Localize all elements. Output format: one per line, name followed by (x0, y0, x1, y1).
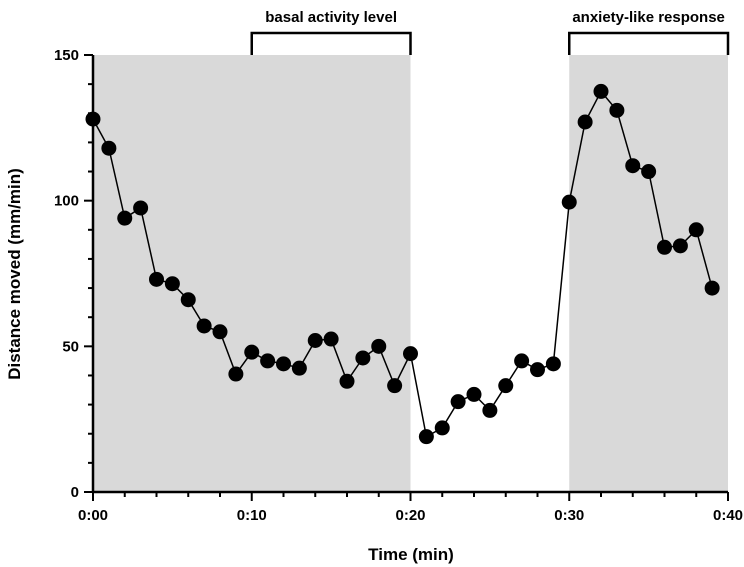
data-point (307, 333, 323, 349)
data-point (514, 353, 530, 369)
data-point (276, 356, 291, 372)
bracket-0 (250, 31, 412, 55)
bracket-label-1: anxiety-like response (572, 9, 725, 26)
data-point (418, 429, 434, 445)
data-point (625, 158, 641, 174)
data-point (164, 276, 180, 292)
y-tick-label: 150 (54, 47, 79, 64)
series (85, 83, 720, 445)
data-point (260, 353, 276, 369)
data-point (403, 346, 418, 362)
shaded-regions (93, 55, 728, 492)
data-point (291, 360, 307, 376)
data-point (545, 356, 561, 372)
data-point (577, 114, 593, 130)
data-point (450, 394, 466, 410)
x-tick-label: 0:40 (713, 507, 743, 524)
y-tick-label: 50 (62, 338, 79, 355)
shaded-region-1 (569, 55, 728, 492)
y-axis-title: Distance moved (mm/min) (5, 168, 24, 380)
data-point (371, 338, 387, 354)
data-point (641, 164, 657, 180)
y-tick-label: 0 (71, 484, 79, 501)
data-point (466, 386, 482, 402)
data-point (498, 378, 514, 394)
x-axis-title: Time (min) (368, 545, 454, 564)
x-tick-label: 0:20 (395, 507, 425, 524)
data-point (133, 200, 149, 216)
data-point (530, 362, 545, 378)
shaded-region-0 (93, 55, 411, 492)
data-point (244, 344, 260, 360)
bracket-1 (568, 31, 730, 55)
brackets: basal activity level anxiety-like respons… (250, 9, 730, 55)
series-line-0 (92, 90, 713, 438)
data-point (180, 292, 196, 308)
data-point (355, 350, 371, 366)
y-tick-label: 100 (54, 193, 79, 210)
data-point (657, 239, 672, 255)
data-point (212, 324, 228, 340)
data-point (196, 318, 212, 334)
data-point (387, 378, 403, 394)
data-point (228, 366, 244, 382)
data-point (85, 111, 101, 127)
data-point (672, 238, 688, 254)
data-point (149, 271, 164, 287)
data-point (323, 331, 339, 347)
data-point (609, 102, 625, 118)
data-point (434, 420, 450, 436)
axes: 0 50 100 150 0:00 0:10 0:20 0:30 0:40 (54, 47, 743, 524)
data-point (561, 194, 577, 210)
data-point (117, 210, 133, 226)
data-point (339, 373, 355, 389)
x-tick-label: 0:00 (78, 507, 108, 524)
x-tick-label: 0:10 (237, 507, 267, 524)
data-point (688, 222, 704, 238)
data-point (482, 402, 498, 418)
data-point (101, 140, 117, 156)
x-tick-label: 0:30 (554, 507, 584, 524)
data-point (704, 280, 720, 296)
bracket-label-0: basal activity level (265, 9, 397, 26)
data-point (593, 83, 609, 99)
